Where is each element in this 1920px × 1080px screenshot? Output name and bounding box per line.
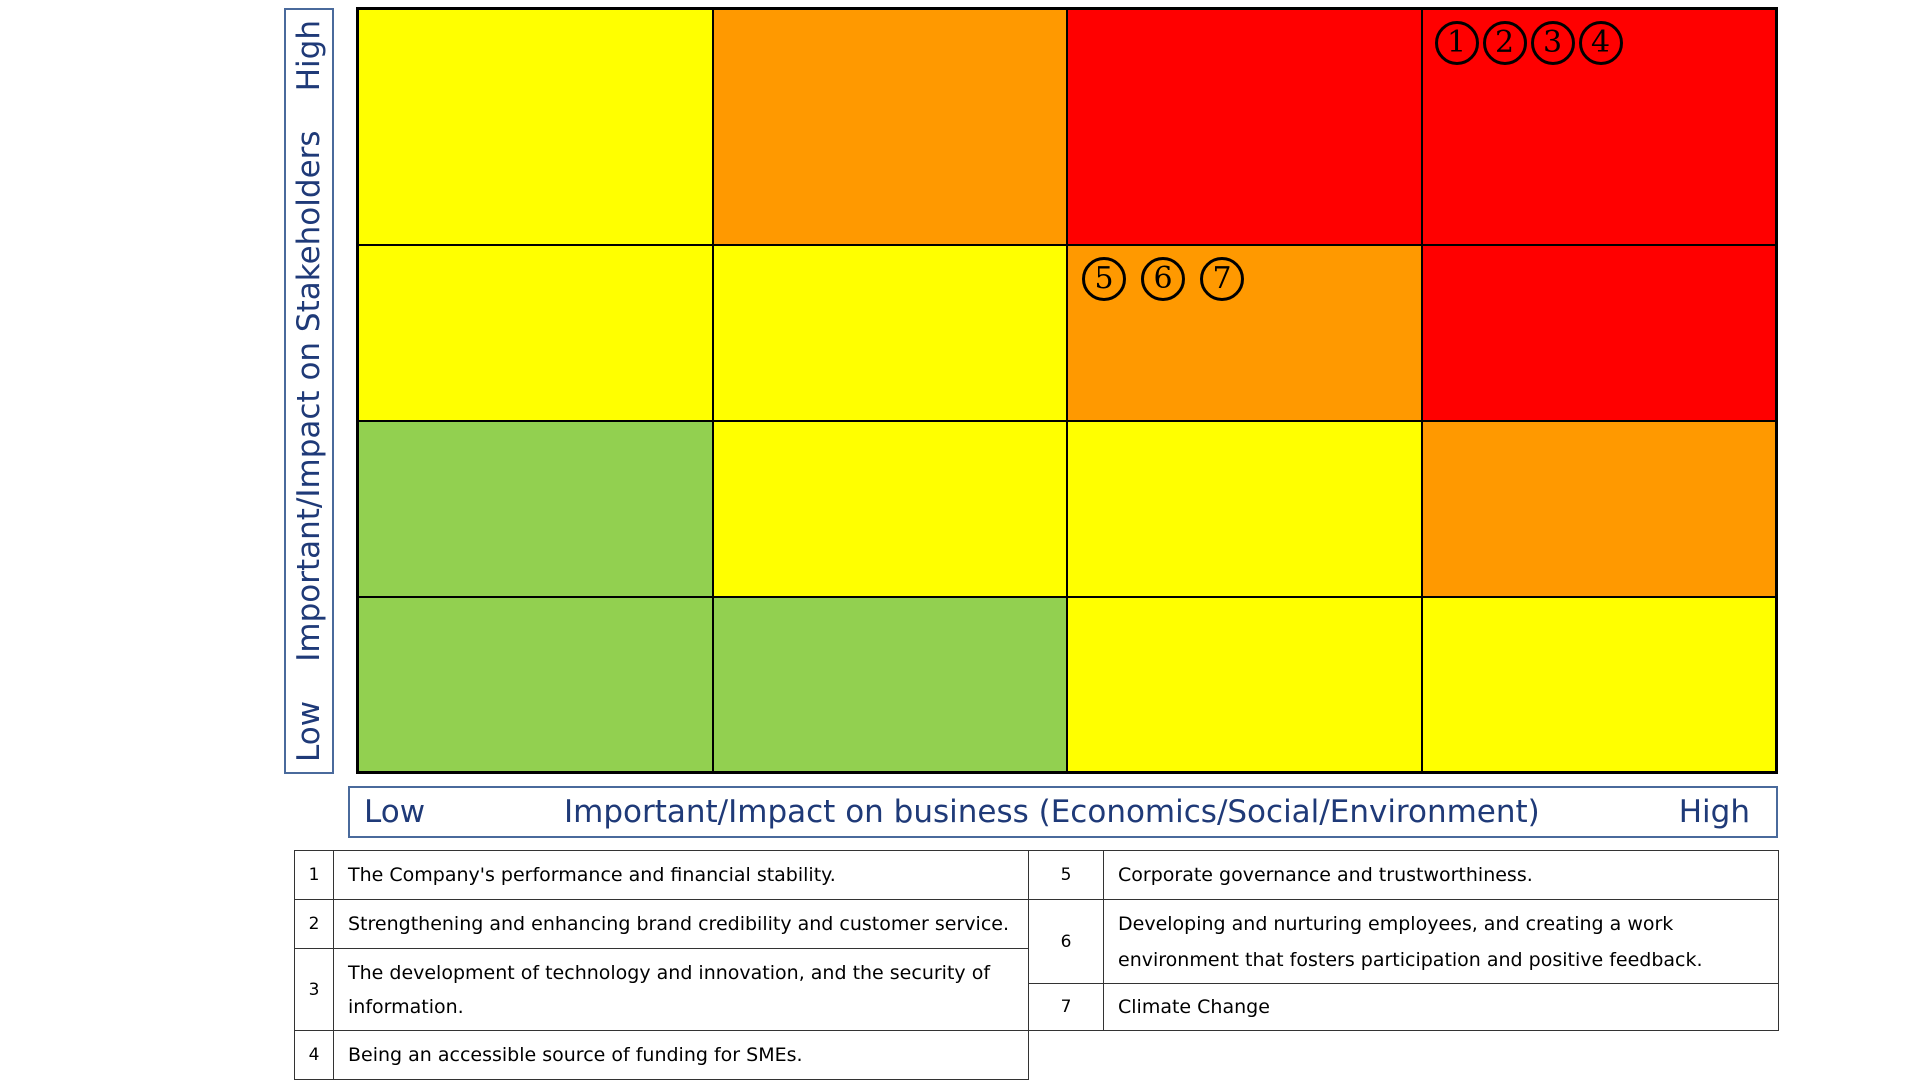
matrix-cell-r3-c4 <box>1421 421 1776 597</box>
legend-row: 2 Strengthening and enhancing brand cred… <box>294 899 1029 949</box>
legend-text: Being an accessible source of funding fo… <box>333 1030 1029 1080</box>
matrix-cell-r2-c1 <box>358 245 713 421</box>
issue-marker-6: 6 <box>1141 257 1185 301</box>
matrix-cell-r3-c3 <box>1067 421 1422 597</box>
issue-marker-3: 3 <box>1530 21 1575 65</box>
y-axis-high-label: High <box>291 20 327 92</box>
matrix-cell-r1-c2 <box>712 9 1067 245</box>
x-axis-title: Important/Impact on business (Economics/… <box>564 794 1540 830</box>
x-axis-high-label: High <box>1678 794 1750 830</box>
legend-number: 4 <box>294 1030 334 1080</box>
legend-text: Climate Change <box>1103 983 1779 1031</box>
matrix-cell-r1-c1 <box>358 9 713 245</box>
legend-text: Corporate governance and trustworthiness… <box>1103 850 1779 900</box>
legend-number: 1 <box>294 850 334 900</box>
legend-text: Strengthening and enhancing brand credib… <box>333 899 1029 949</box>
legend-table-left: 1 The Company's performance and financia… <box>294 850 1029 1080</box>
matrix-cell-r4-c4 <box>1421 597 1776 772</box>
legend-row: 4 Being an accessible source of funding … <box>294 1030 1029 1080</box>
matrix-cell-r2-c4 <box>1421 245 1776 421</box>
matrix-cell-r1-c3 <box>1067 9 1422 245</box>
y-axis-label-row: Low Important/Impact on Stakeholders Hig… <box>286 10 332 772</box>
legend-row: 5 Corporate governance and trustworthine… <box>1028 850 1779 900</box>
legend-number: 2 <box>294 899 334 949</box>
x-axis-label-box: Low Important/Impact on business (Econom… <box>348 786 1778 838</box>
issue-marker-4: 4 <box>1578 21 1623 65</box>
legend-number: 3 <box>294 948 334 1031</box>
x-axis-low-label: Low <box>364 794 426 830</box>
y-axis-title: Important/Impact on Stakeholders <box>291 130 327 662</box>
legend-text: Developing and nurturing employees, and … <box>1103 899 1779 984</box>
legend-row: 1 The Company's performance and financia… <box>294 850 1029 900</box>
matrix-cell-r4-c3 <box>1067 597 1422 772</box>
matrix-cell-r4-c1 <box>358 597 713 772</box>
legend-row: 3 The development of technology and inno… <box>294 948 1029 1031</box>
issue-marker-1: 1 <box>1434 21 1479 65</box>
y-axis-label-box: Low Important/Impact on Stakeholders Hig… <box>284 8 334 774</box>
matrix-cell-r3-c1 <box>358 421 713 597</box>
legend-number: 6 <box>1028 899 1104 984</box>
legend-number: 5 <box>1028 850 1104 900</box>
y-axis-low-label: Low <box>291 700 327 762</box>
legend-row: 6 Developing and nurturing employees, an… <box>1028 899 1779 984</box>
legend-number: 7 <box>1028 983 1104 1031</box>
issue-marker-7: 7 <box>1200 257 1244 301</box>
issue-marker-2: 2 <box>1482 21 1527 65</box>
matrix-cell-r4-c2 <box>712 597 1067 772</box>
matrix-cell-r3-c2 <box>712 421 1067 597</box>
legend-table-right: 5 Corporate governance and trustworthine… <box>1028 850 1779 1031</box>
issue-marker-5: 5 <box>1082 257 1126 301</box>
legend-row: 7 Climate Change <box>1028 983 1779 1031</box>
legend-text: The Company's performance and financial … <box>333 850 1029 900</box>
matrix-cell-r2-c2 <box>712 245 1067 421</box>
legend-text: The development of technology and innova… <box>333 948 1029 1031</box>
